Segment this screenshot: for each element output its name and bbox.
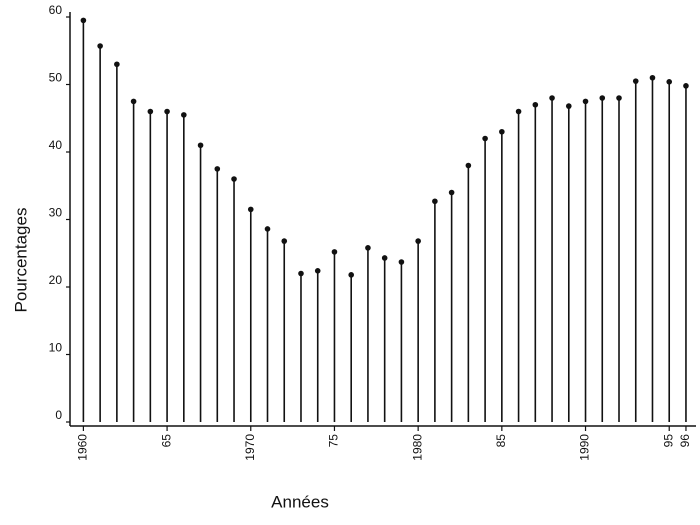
stem-marker xyxy=(264,226,271,232)
stem-marker xyxy=(231,176,237,182)
stem-marker xyxy=(398,259,405,265)
stem-marker xyxy=(549,95,555,101)
stem-marker xyxy=(532,101,539,108)
stem-marker xyxy=(80,17,87,24)
stem-marker xyxy=(465,162,472,169)
y-tick-label: 60 xyxy=(49,3,63,17)
stem-marker xyxy=(649,74,656,81)
stem-marker xyxy=(97,43,103,49)
stem-marker xyxy=(482,135,488,142)
stem-marker xyxy=(181,112,187,118)
y-tick-label: 10 xyxy=(49,341,63,355)
y-tick-label: 0 xyxy=(55,408,62,422)
y-tick-label: 50 xyxy=(49,71,63,85)
stem-marker xyxy=(616,95,622,101)
stem-marker xyxy=(599,95,606,101)
stem-marker xyxy=(147,108,154,115)
x-tick-label: 96 xyxy=(678,434,692,448)
stem-marker xyxy=(381,255,388,261)
stem-marker xyxy=(683,83,689,89)
stem-marker xyxy=(197,142,204,149)
stem-marker xyxy=(432,198,438,205)
stem-marker xyxy=(499,128,505,135)
stem-marker xyxy=(565,103,572,109)
y-tick-label: 20 xyxy=(49,273,63,287)
stem-marker xyxy=(298,270,304,277)
y-tick-label: 40 xyxy=(49,138,63,152)
x-tick-label: 1980 xyxy=(410,434,424,461)
stem-marker xyxy=(365,245,371,251)
stem-marker xyxy=(515,108,522,115)
stem-marker xyxy=(582,98,589,105)
stem-marker xyxy=(448,189,455,196)
x-tick-label: 85 xyxy=(494,434,508,448)
stem-marker xyxy=(281,238,288,244)
x-tick-label: 95 xyxy=(661,434,675,448)
stem-marker xyxy=(214,166,221,172)
x-tick-label: 1990 xyxy=(578,434,592,461)
x-axis-title: Années xyxy=(271,492,329,511)
stem-marker xyxy=(130,98,137,105)
stem-marker xyxy=(164,108,170,115)
stem-marker xyxy=(415,238,421,244)
stem-marker xyxy=(666,79,673,85)
x-tick-label: 65 xyxy=(159,434,173,448)
y-tick-label: 30 xyxy=(49,206,63,220)
x-tick-label: 1960 xyxy=(76,434,90,461)
stem-marker xyxy=(632,78,639,84)
x-tick-label: 1970 xyxy=(243,434,257,461)
stem-marker xyxy=(114,61,120,68)
stem-marker xyxy=(314,268,321,274)
stem-marker xyxy=(247,206,254,213)
stem-marker xyxy=(348,272,354,278)
y-axis-title: Pourcentages xyxy=(11,208,30,313)
stem-marker xyxy=(331,249,338,255)
x-tick-label: 75 xyxy=(327,434,341,448)
